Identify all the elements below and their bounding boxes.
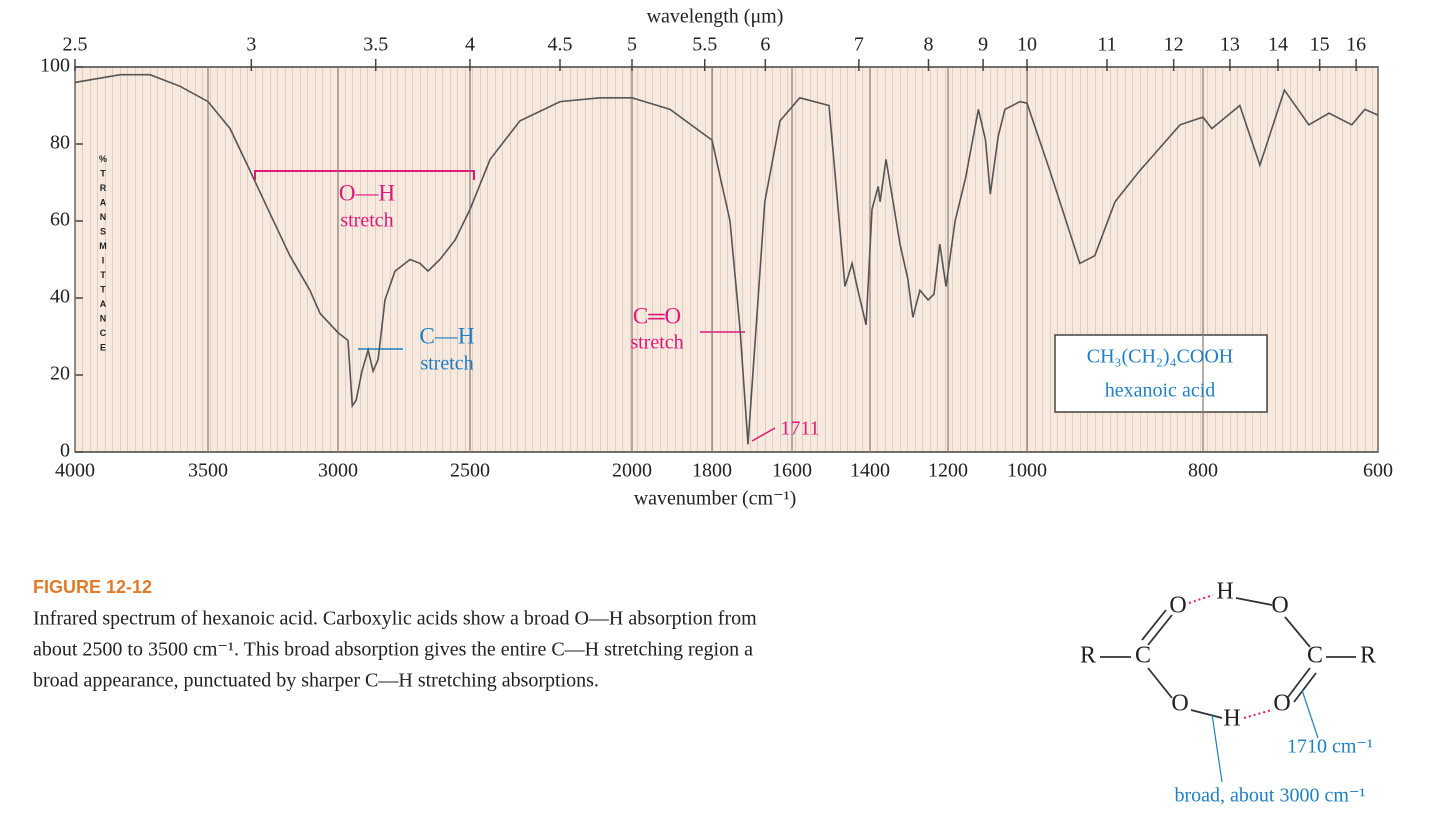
atom: O bbox=[1171, 691, 1188, 717]
annotation: 1711 bbox=[780, 418, 819, 440]
x2-tick-label: 7 bbox=[854, 34, 864, 56]
annotation: O—H bbox=[339, 180, 395, 205]
x-tick-label: 2500 bbox=[450, 460, 490, 482]
atom: R bbox=[1360, 643, 1376, 669]
dimer-bonds bbox=[1100, 597, 1356, 719]
y-tick-label: 100 bbox=[40, 55, 70, 77]
annotation: hexanoic acid bbox=[1105, 380, 1216, 402]
x2-tick-label: 10 bbox=[1017, 34, 1037, 56]
x2-tick-label: 16 bbox=[1346, 34, 1366, 56]
atom: O bbox=[1169, 593, 1186, 619]
peak-leader bbox=[751, 427, 776, 442]
x2-tick-label: 4 bbox=[465, 34, 475, 56]
x-tick-label: 1000 bbox=[1007, 460, 1047, 482]
oh-bracket bbox=[254, 170, 475, 180]
x2-tick-label: 13 bbox=[1220, 34, 1240, 56]
x-tick-label: 3500 bbox=[188, 460, 228, 482]
x2-tick-label: 9 bbox=[978, 34, 988, 56]
x-tick-label: 2000 bbox=[612, 460, 652, 482]
x-tick-label: 600 bbox=[1363, 460, 1393, 482]
y-axis-label: % T R A N S M I T T A N C E bbox=[99, 154, 107, 353]
atom: H bbox=[1216, 579, 1233, 605]
x2-tick-label: 3 bbox=[246, 34, 256, 56]
atom: R bbox=[1080, 643, 1096, 669]
figure-label: FIGURE 12-12 bbox=[33, 577, 152, 597]
caption-line: Infrared spectrum of hexanoic acid. Carb… bbox=[33, 608, 757, 630]
caption-line: about 2500 to 3500 cm⁻¹. This broad abso… bbox=[33, 639, 753, 661]
x-tick-label: 1400 bbox=[850, 460, 890, 482]
dimer-label: 1710 cm⁻¹ bbox=[1287, 736, 1373, 758]
x-tick-label: 800 bbox=[1188, 460, 1218, 482]
x2-tick-label: 14 bbox=[1268, 34, 1288, 56]
annotation: C—H bbox=[420, 323, 475, 348]
atom: O bbox=[1271, 593, 1288, 619]
y-tick-label: 40 bbox=[50, 286, 70, 308]
x2-tick-label: 2.5 bbox=[63, 34, 88, 56]
annotation: stretch bbox=[420, 353, 473, 375]
x-tick-label: 1600 bbox=[772, 460, 812, 482]
atom: C bbox=[1135, 643, 1151, 669]
annotation: CH₃(CH₂)₄COOH bbox=[1087, 346, 1233, 368]
h-bonds bbox=[1188, 594, 1273, 719]
x2-tick-label: 6 bbox=[760, 34, 770, 56]
dimer-leaders bbox=[1211, 689, 1319, 783]
compound-box bbox=[1054, 334, 1268, 413]
x2-tick-label: 4.5 bbox=[548, 34, 573, 56]
atom: O bbox=[1273, 691, 1290, 717]
x2-tick-label: 5.5 bbox=[692, 34, 717, 56]
x-axis-label: wavenumber (cm⁻¹) bbox=[634, 488, 797, 510]
dimer-label: broad, about 3000 cm⁻¹ bbox=[1175, 785, 1366, 807]
x2-tick-label: 15 bbox=[1310, 34, 1330, 56]
annotation: C═O bbox=[633, 303, 681, 328]
x-tick-label: 1800 bbox=[692, 460, 732, 482]
x-tick-label: 4000 bbox=[55, 460, 95, 482]
x2-tick-label: 3.5 bbox=[363, 34, 388, 56]
y-tick-label: 60 bbox=[50, 209, 70, 231]
atom: H bbox=[1223, 706, 1240, 732]
y-tick-label: 20 bbox=[50, 363, 70, 385]
transmittance-line bbox=[74, 73, 1379, 445]
y-tick-label: 0 bbox=[60, 440, 70, 462]
x2-tick-label: 5 bbox=[627, 34, 637, 56]
x2-tick-label: 12 bbox=[1164, 34, 1184, 56]
annotation: stretch bbox=[630, 332, 683, 354]
x2-tick-label: 8 bbox=[924, 34, 934, 56]
atom: C bbox=[1307, 643, 1323, 669]
x-tick-label: 1200 bbox=[928, 460, 968, 482]
annotation: stretch bbox=[340, 210, 393, 232]
x2-tick-label: 11 bbox=[1097, 34, 1116, 56]
x-tick-label: 3000 bbox=[318, 460, 358, 482]
caption-line: broad appearance, punctuated by sharper … bbox=[33, 670, 599, 692]
y-tick-label: 80 bbox=[50, 132, 70, 154]
x2-axis-label: wavelength (μm) bbox=[647, 6, 784, 28]
